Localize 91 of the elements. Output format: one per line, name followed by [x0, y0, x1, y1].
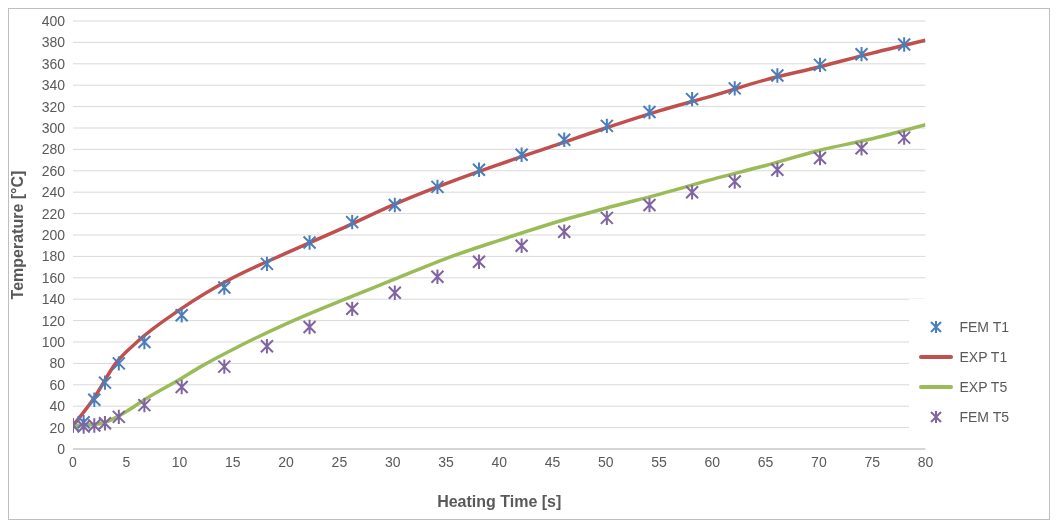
point	[345, 213, 360, 231]
point	[111, 408, 126, 426]
x-tick-label: 80	[917, 453, 934, 470]
point	[812, 56, 827, 74]
y-tick-label: 100	[41, 333, 66, 350]
x-tick-label: 55	[651, 453, 668, 470]
point	[259, 255, 274, 273]
y-tick-label: 260	[41, 162, 66, 179]
point	[76, 414, 91, 431]
x-tick-label: 40	[491, 453, 508, 470]
y-tick-label: 40	[49, 398, 66, 415]
point	[471, 253, 486, 270]
x-tick-label: 15	[225, 453, 241, 470]
point	[137, 396, 152, 414]
point	[76, 418, 91, 435]
legend-label: FEM T1	[959, 319, 1009, 335]
point	[854, 140, 869, 157]
y-tick-label: 400	[41, 12, 66, 29]
y-tick-label: 280	[41, 141, 66, 158]
legend-label: EXP T1	[959, 349, 1008, 365]
point	[854, 45, 869, 63]
point	[642, 103, 657, 121]
y-tick-label: 220	[41, 205, 66, 222]
point	[217, 279, 232, 296]
x-tick-label: 10	[171, 453, 188, 470]
y-tick-label: 180	[41, 248, 66, 265]
point	[514, 237, 529, 254]
y-tick-label: 200	[41, 226, 66, 243]
y-tick-label: 120	[41, 312, 66, 329]
point	[685, 184, 700, 201]
y-axis-title: Temperature [°C]	[8, 170, 26, 300]
point	[345, 300, 360, 318]
y-tick-label: 360	[41, 55, 66, 72]
x-tick-label: 70	[811, 453, 827, 470]
point	[770, 67, 785, 84]
point	[599, 117, 614, 135]
point	[430, 268, 445, 285]
point	[557, 131, 572, 148]
legend-label: FEM T5	[959, 409, 1009, 425]
point	[642, 196, 657, 214]
x-tick-label: 30	[384, 453, 401, 470]
x-tick-label: 50	[598, 453, 614, 470]
legend-label: EXP T5	[959, 379, 1008, 395]
y-tick-label: 160	[41, 269, 66, 286]
y-tick-label: 20	[49, 419, 66, 436]
y-tick-label: 240	[41, 184, 66, 201]
x-tick-label: 5	[122, 453, 131, 470]
point	[87, 391, 102, 408]
y-tick-label: 320	[41, 98, 66, 115]
x-axis-title: Heating Time [s]	[437, 493, 562, 510]
point	[557, 223, 572, 240]
point	[137, 333, 152, 351]
point	[812, 149, 827, 167]
x-tick-label: 60	[704, 453, 721, 470]
point	[387, 196, 402, 214]
x-tick-label: 75	[864, 453, 881, 470]
point	[727, 80, 742, 97]
point	[430, 178, 445, 196]
x-tick-label: 25	[331, 453, 348, 470]
point	[302, 318, 317, 336]
point	[770, 161, 785, 178]
x-tick-label: 0	[69, 453, 78, 470]
x-tick-label: 65	[757, 453, 774, 470]
point	[97, 415, 112, 432]
point	[217, 358, 232, 375]
point	[897, 129, 912, 146]
point	[514, 146, 529, 163]
point	[471, 161, 486, 178]
y-tick-label: 60	[49, 376, 66, 393]
y-tick-label: 80	[49, 355, 66, 372]
point	[174, 307, 189, 324]
y-tick-label: 380	[41, 34, 66, 51]
point	[599, 209, 614, 227]
point	[897, 36, 912, 53]
point	[174, 378, 189, 396]
x-tick-label: 45	[544, 453, 561, 470]
point	[727, 173, 742, 190]
point	[87, 417, 102, 434]
point	[259, 338, 274, 355]
x-tick-label: 20	[278, 453, 295, 470]
y-tick-label: 0	[57, 440, 66, 457]
point	[97, 374, 112, 391]
point	[685, 90, 700, 108]
y-tick-label: 340	[41, 77, 66, 94]
y-tick-label: 140	[41, 291, 66, 308]
x-tick-label: 35	[438, 453, 454, 470]
line-series	[73, 123, 926, 428]
point	[387, 284, 402, 301]
point	[302, 234, 317, 251]
point	[111, 355, 126, 372]
y-tick-label: 300	[41, 119, 66, 136]
